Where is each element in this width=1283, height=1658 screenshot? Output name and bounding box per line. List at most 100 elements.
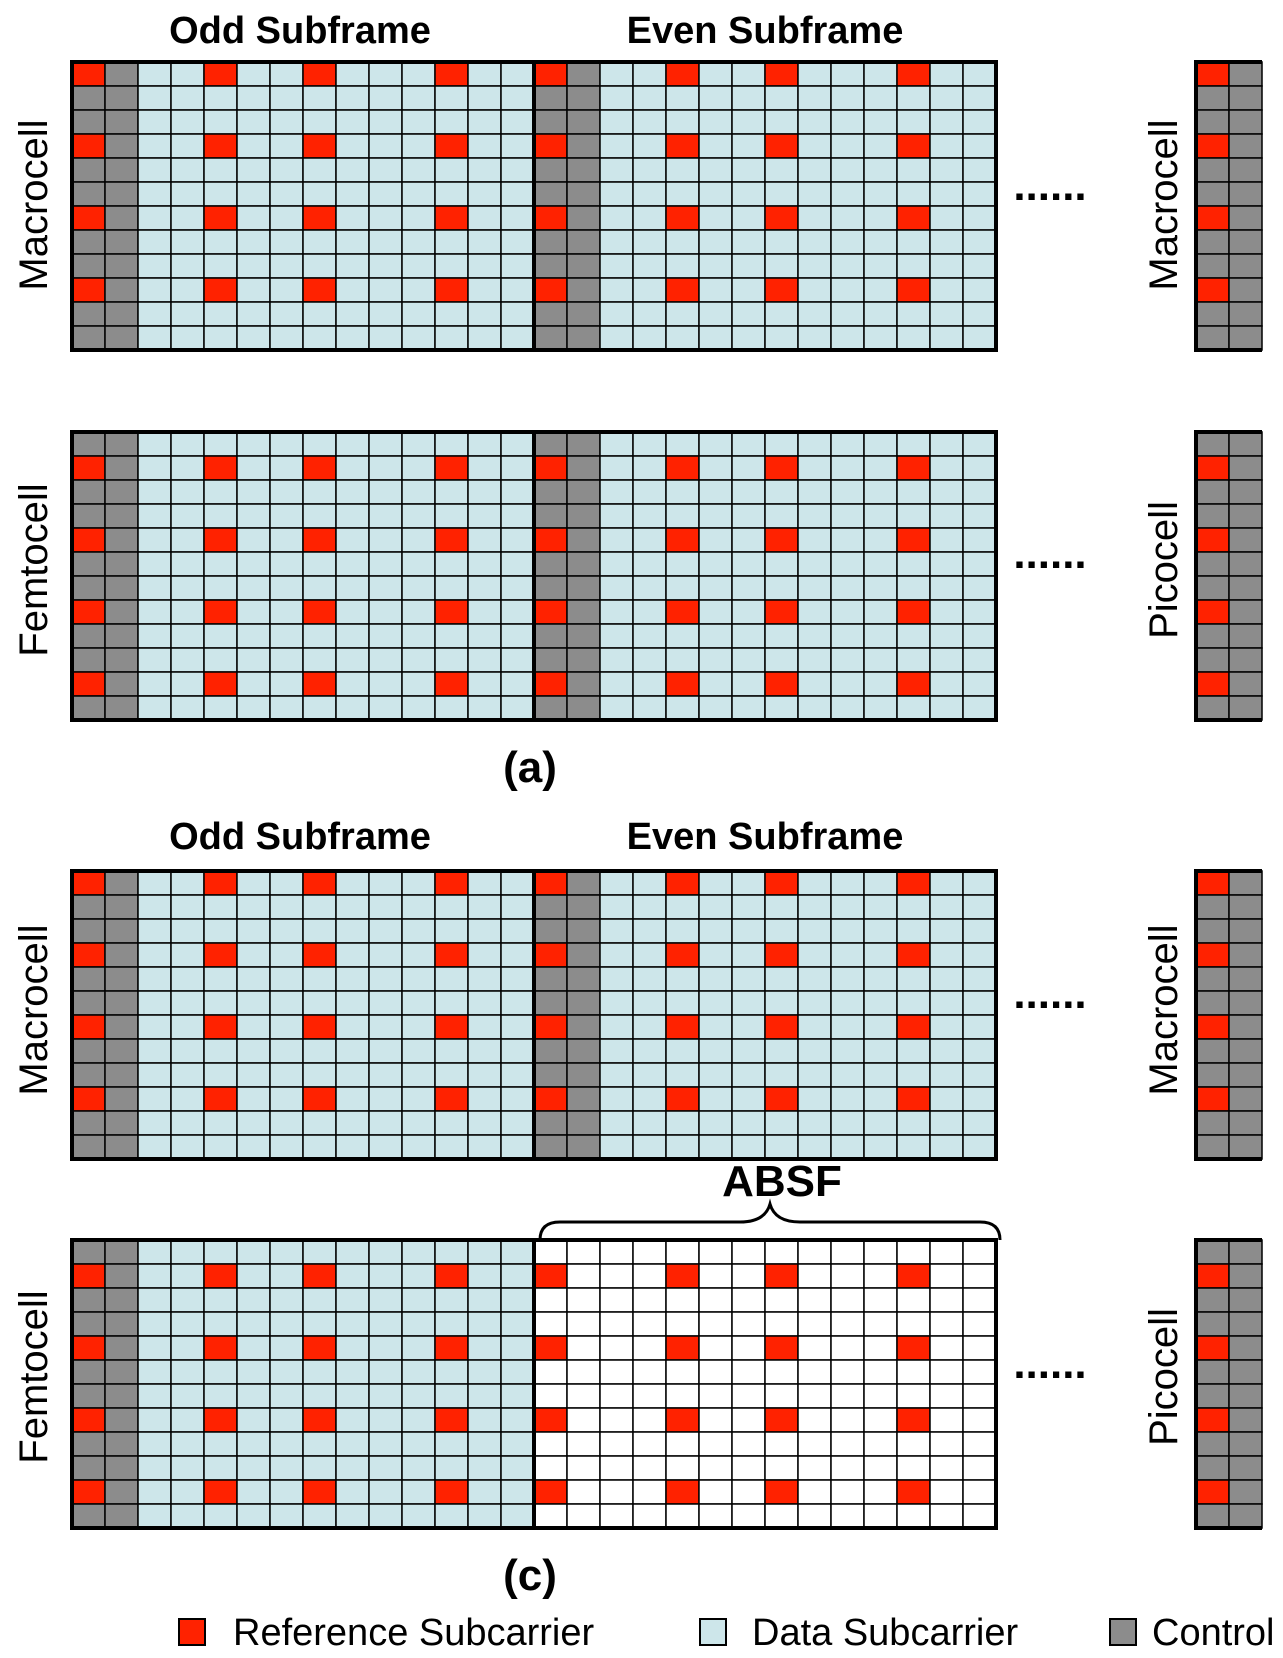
data-subcarrier-cell <box>269 894 304 920</box>
data-subcarrier-cell <box>203 1062 238 1088</box>
data-subcarrier-cell <box>269 1287 304 1313</box>
data-subcarrier-cell <box>731 229 766 255</box>
data-subcarrier-cell <box>434 990 469 1016</box>
control-subcarrier-cell <box>1228 1014 1263 1040</box>
data-subcarrier-cell <box>665 918 700 944</box>
data-subcarrier-cell <box>434 157 469 183</box>
blank-subcarrier-cell <box>863 1263 898 1289</box>
data-subcarrier-cell <box>137 623 172 649</box>
data-subcarrier-cell <box>962 455 997 481</box>
data-subcarrier-cell <box>962 918 997 944</box>
left-label-a-bottom: Femtocell <box>12 483 56 656</box>
data-subcarrier-cell <box>830 671 865 697</box>
data-subcarrier-cell <box>665 966 700 992</box>
control-subcarrier-cell <box>1195 1431 1230 1457</box>
control-subcarrier-cell <box>566 157 601 183</box>
data-subcarrier-cell <box>401 503 436 529</box>
data-subcarrier-cell <box>500 1455 535 1481</box>
control-subcarrier-cell <box>104 1335 139 1361</box>
data-subcarrier-cell <box>401 1431 436 1457</box>
data-subcarrier-cell <box>236 109 271 135</box>
data-subcarrier-cell <box>335 695 370 721</box>
reference-subcarrier-cell <box>71 455 106 481</box>
data-subcarrier-cell <box>500 870 535 896</box>
reference-subcarrier-cell <box>203 870 238 896</box>
data-subcarrier-cell <box>137 455 172 481</box>
data-subcarrier-cell <box>236 181 271 207</box>
data-subcarrier-cell <box>137 1431 172 1457</box>
control-subcarrier-cell <box>566 695 601 721</box>
data-subcarrier-cell <box>401 1311 436 1337</box>
data-subcarrier-cell <box>698 1086 733 1112</box>
left-label-c-top: Macrocell <box>12 924 56 1095</box>
data-subcarrier-cell <box>467 1263 502 1289</box>
data-subcarrier-cell <box>137 157 172 183</box>
data-subcarrier-cell <box>203 1359 238 1385</box>
data-subcarrier-cell <box>269 455 304 481</box>
data-subcarrier-cell <box>236 61 271 87</box>
control-subcarrier-cell <box>533 109 568 135</box>
data-subcarrier-cell <box>665 575 700 601</box>
data-subcarrier-cell <box>401 1383 436 1409</box>
control-subcarrier-cell <box>71 253 106 279</box>
data-subcarrier-cell <box>830 1110 865 1136</box>
data-subcarrier-cell <box>929 253 964 279</box>
data-subcarrier-cell <box>269 61 304 87</box>
data-subcarrier-cell <box>896 431 931 457</box>
blank-subcarrier-cell <box>599 1431 634 1457</box>
reference-subcarrier-cell <box>71 1014 106 1040</box>
data-subcarrier-cell <box>401 918 436 944</box>
data-subcarrier-cell <box>236 1359 271 1385</box>
data-subcarrier-cell <box>764 479 799 505</box>
control-subcarrier-cell <box>71 85 106 111</box>
data-subcarrier-cell <box>467 1134 502 1160</box>
control-subcarrier-cell <box>71 1134 106 1160</box>
control-subcarrier-cell <box>104 990 139 1016</box>
data-subcarrier-cell <box>731 503 766 529</box>
control-subcarrier-cell <box>1195 647 1230 673</box>
control-subcarrier-cell <box>71 1062 106 1088</box>
data-subcarrier-cell <box>731 1134 766 1160</box>
reference-subcarrier-cell <box>1195 671 1230 697</box>
right-label-c-bottom: Picocell <box>1142 1308 1186 1446</box>
data-subcarrier-cell <box>665 325 700 351</box>
blank-subcarrier-cell <box>896 1455 931 1481</box>
control-subcarrier-cell <box>1228 671 1263 697</box>
control-subcarrier-cell <box>533 1062 568 1088</box>
data-subcarrier-cell <box>863 942 898 968</box>
data-subcarrier-cell <box>962 894 997 920</box>
data-subcarrier-cell <box>368 1062 403 1088</box>
data-subcarrier-cell <box>929 966 964 992</box>
blank-subcarrier-cell <box>797 1431 832 1457</box>
data-subcarrier-cell <box>896 990 931 1016</box>
blank-subcarrier-cell <box>797 1335 832 1361</box>
control-subcarrier-cell <box>1195 990 1230 1016</box>
control-subcarrier-cell <box>104 1383 139 1409</box>
data-subcarrier-cell <box>368 575 403 601</box>
data-subcarrier-cell <box>764 575 799 601</box>
data-subcarrier-cell <box>236 1086 271 1112</box>
data-subcarrier-cell <box>599 181 634 207</box>
control-subcarrier-cell <box>71 1038 106 1064</box>
control-subcarrier-cell <box>104 1359 139 1385</box>
data-subcarrier-cell <box>929 277 964 303</box>
data-subcarrier-cell <box>632 918 667 944</box>
data-subcarrier-cell <box>632 894 667 920</box>
control-subcarrier-cell <box>566 431 601 457</box>
control-subcarrier-cell <box>104 133 139 159</box>
blank-subcarrier-cell <box>830 1335 865 1361</box>
control-subcarrier-cell <box>1195 1038 1230 1064</box>
blank-subcarrier-cell <box>929 1311 964 1337</box>
blank-subcarrier-cell <box>896 1431 931 1457</box>
control-subcarrier-cell <box>533 503 568 529</box>
data-subcarrier-cell <box>599 205 634 231</box>
data-subcarrier-cell <box>137 1038 172 1064</box>
data-subcarrier-cell <box>797 894 832 920</box>
reference-subcarrier-cell <box>764 527 799 553</box>
data-subcarrier-cell <box>401 671 436 697</box>
data-subcarrier-cell <box>401 157 436 183</box>
reference-subcarrier-cell <box>1195 870 1230 896</box>
data-subcarrier-cell <box>632 599 667 625</box>
data-subcarrier-cell <box>302 253 337 279</box>
data-subcarrier-cell <box>632 1134 667 1160</box>
